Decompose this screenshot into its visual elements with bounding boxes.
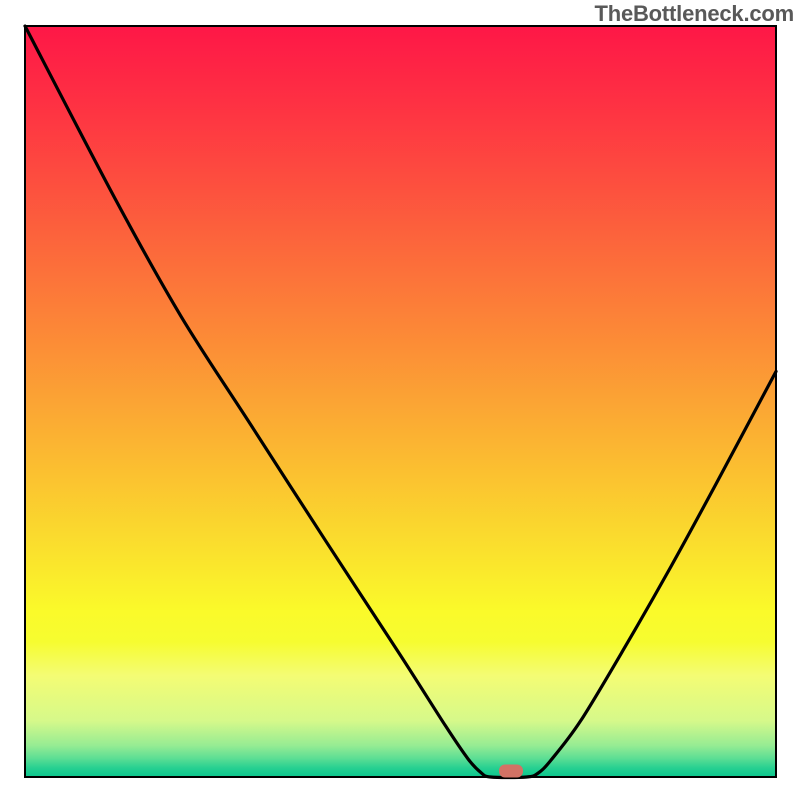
bottleneck-chart: [0, 0, 800, 800]
optimal-point-marker: [499, 765, 523, 778]
chart-container: { "watermark": { "text": "TheBottleneck.…: [0, 0, 800, 800]
chart-background: [25, 26, 776, 777]
